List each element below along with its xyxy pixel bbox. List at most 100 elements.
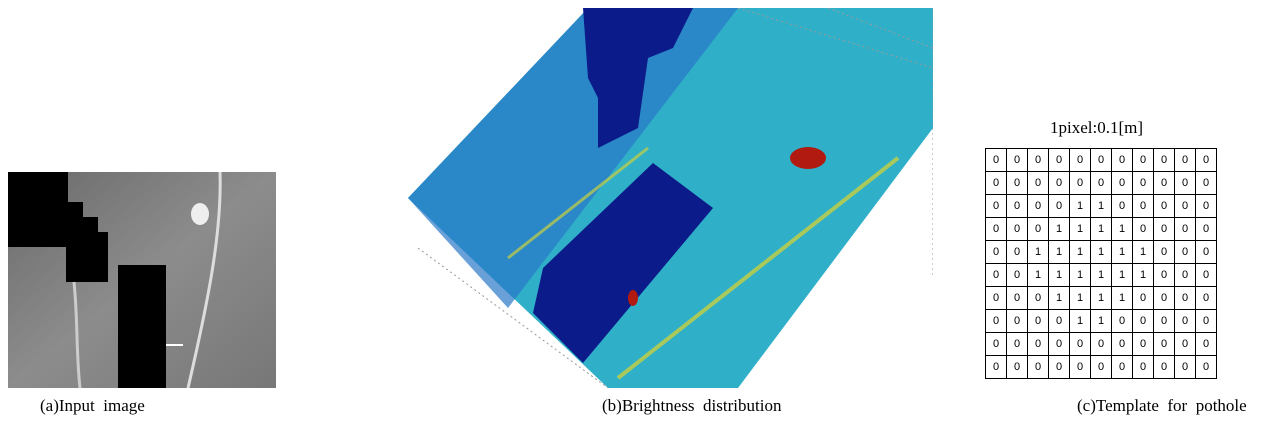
grid-cell: 1 xyxy=(1112,241,1133,264)
grid-cell: 0 xyxy=(1175,149,1196,172)
grid-cell: 0 xyxy=(1133,287,1154,310)
grid-cell: 0 xyxy=(1049,149,1070,172)
grid-cell: 0 xyxy=(1154,218,1175,241)
grid-cell: 0 xyxy=(1007,172,1028,195)
grid-cell: 0 xyxy=(1028,195,1049,218)
grid-cell: 0 xyxy=(1196,333,1217,356)
grid-cell: 0 xyxy=(1007,310,1028,333)
grid-cell: 0 xyxy=(1007,218,1028,241)
grid-cell: 1 xyxy=(1070,195,1091,218)
grid-cell: 0 xyxy=(1007,241,1028,264)
grid-cell: 0 xyxy=(1070,356,1091,379)
grid-cell: 1 xyxy=(1028,241,1049,264)
grid-cell: 0 xyxy=(1007,195,1028,218)
grid-cell: 1 xyxy=(1091,241,1112,264)
grid-cell: 0 xyxy=(1133,149,1154,172)
grid-cell: 0 xyxy=(1175,356,1196,379)
grid-cell: 0 xyxy=(1091,356,1112,379)
grid-cell: 0 xyxy=(1196,287,1217,310)
grid-cell: 0 xyxy=(986,218,1007,241)
grid-cell: 0 xyxy=(1112,310,1133,333)
grid-cell: 0 xyxy=(1007,333,1028,356)
grid-cell: 1 xyxy=(1133,241,1154,264)
grid-cell: 1 xyxy=(1091,195,1112,218)
grid-cell: 0 xyxy=(1028,218,1049,241)
grid-cell: 0 xyxy=(1175,218,1196,241)
grid-cell: 0 xyxy=(986,241,1007,264)
grid-cell: 0 xyxy=(1196,310,1217,333)
grid-cell: 0 xyxy=(1133,310,1154,333)
grid-cell: 0 xyxy=(1049,333,1070,356)
grid-cell: 0 xyxy=(1196,149,1217,172)
grid-cell: 1 xyxy=(1091,287,1112,310)
grid-cell: 0 xyxy=(1133,356,1154,379)
caption: (a)Input image xyxy=(40,396,145,416)
caption: (b)Brightness distribution xyxy=(602,396,781,416)
grid-cell: 0 xyxy=(1154,310,1175,333)
grid-cell: 1 xyxy=(1070,241,1091,264)
grid-cell: 0 xyxy=(986,310,1007,333)
grid-cell: 1 xyxy=(1112,218,1133,241)
grid-cell: 0 xyxy=(986,287,1007,310)
grid-cell: 1 xyxy=(1049,287,1070,310)
grid-cell: 0 xyxy=(1133,172,1154,195)
grid-cell: 0 xyxy=(1028,310,1049,333)
grid-cell: 0 xyxy=(1049,356,1070,379)
grid-cell: 0 xyxy=(1112,172,1133,195)
surface-plot xyxy=(408,8,933,388)
grid-cell: 1 xyxy=(1070,264,1091,287)
grid-cell: 0 xyxy=(1133,333,1154,356)
grid-cell: 0 xyxy=(1175,333,1196,356)
grid-cell: 0 xyxy=(986,195,1007,218)
grid-cell: 1 xyxy=(1070,287,1091,310)
grid-cell: 1 xyxy=(1070,218,1091,241)
grid-cell: 0 xyxy=(1007,149,1028,172)
grid-cell: 0 xyxy=(1112,195,1133,218)
grid-cell: 0 xyxy=(1028,172,1049,195)
grid-cell: 0 xyxy=(1070,172,1091,195)
grid-cell: 0 xyxy=(1196,356,1217,379)
grid-cell: 0 xyxy=(1154,241,1175,264)
grid-cell: 0 xyxy=(1175,264,1196,287)
grid-cell: 0 xyxy=(1154,356,1175,379)
grid-cell: 0 xyxy=(1154,172,1175,195)
grid-cell: 0 xyxy=(1175,310,1196,333)
grid-cell: 0 xyxy=(1091,333,1112,356)
grid-cell: 0 xyxy=(1196,264,1217,287)
grid-cell: 0 xyxy=(1133,218,1154,241)
grid-cell: 1 xyxy=(1049,218,1070,241)
grid-cell: 0 xyxy=(1154,195,1175,218)
grid-cell: 1 xyxy=(1049,264,1070,287)
grid-cell: 0 xyxy=(1175,172,1196,195)
scale-label: 1pixel:0.1[m] xyxy=(1050,118,1143,138)
grid-cell: 0 xyxy=(1175,241,1196,264)
grid-cell: 0 xyxy=(986,333,1007,356)
figure: (a)Input image (b)Brightness distributio… xyxy=(0,0,1267,430)
grid-cell: 0 xyxy=(1028,287,1049,310)
grid-cell: 0 xyxy=(1196,218,1217,241)
grid-cell: 0 xyxy=(986,264,1007,287)
grid-cell: 0 xyxy=(1007,264,1028,287)
grid-cell: 0 xyxy=(1049,195,1070,218)
grid-cell: 0 xyxy=(1007,356,1028,379)
grid-cell: 0 xyxy=(1028,149,1049,172)
grid-cell: 0 xyxy=(1196,195,1217,218)
grid-cell: 0 xyxy=(986,172,1007,195)
grid-cell: 0 xyxy=(1028,333,1049,356)
grid-cell: 0 xyxy=(1154,149,1175,172)
grid-cell: 0 xyxy=(1154,287,1175,310)
grid-cell: 1 xyxy=(1091,264,1112,287)
grid-cell: 0 xyxy=(1196,241,1217,264)
grid-cell: 1 xyxy=(1028,264,1049,287)
grid-cell: 0 xyxy=(1028,356,1049,379)
grid-cell: 1 xyxy=(1070,310,1091,333)
